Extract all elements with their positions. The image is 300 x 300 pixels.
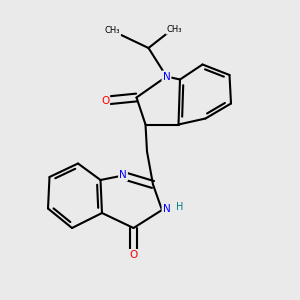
Text: O: O	[129, 250, 138, 260]
Text: O: O	[101, 95, 109, 106]
Text: CH₃: CH₃	[166, 25, 182, 34]
Text: CH₃: CH₃	[105, 26, 120, 35]
Text: N: N	[119, 170, 127, 181]
Text: N: N	[163, 71, 170, 82]
Text: N: N	[163, 203, 170, 214]
Text: H: H	[176, 202, 184, 212]
